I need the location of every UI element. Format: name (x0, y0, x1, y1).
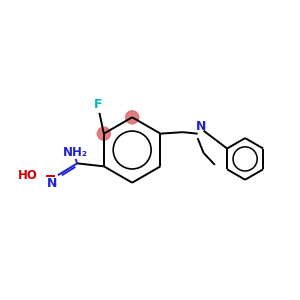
Text: F: F (94, 98, 102, 111)
Text: NH₂: NH₂ (63, 146, 88, 159)
Circle shape (97, 127, 110, 140)
Text: N: N (195, 120, 206, 133)
Text: N: N (47, 177, 57, 190)
Text: HO: HO (18, 169, 38, 182)
Circle shape (126, 111, 139, 124)
